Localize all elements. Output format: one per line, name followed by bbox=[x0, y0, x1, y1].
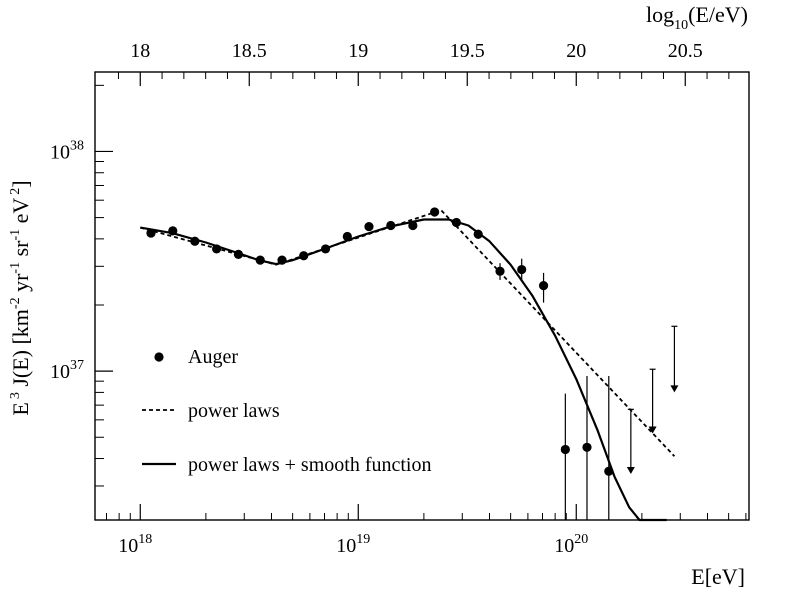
data-point bbox=[495, 266, 505, 276]
y-tick-exponent: 37 bbox=[70, 358, 84, 373]
y-title-e5: 2 bbox=[8, 188, 23, 195]
top-tick-label: 19 bbox=[348, 40, 368, 62]
x-tick-label: 1019 bbox=[336, 532, 370, 557]
data-point bbox=[277, 255, 287, 265]
upper-limit-arrow bbox=[648, 426, 657, 434]
data-point bbox=[190, 236, 200, 246]
data-point bbox=[517, 264, 527, 275]
data-point bbox=[538, 281, 549, 291]
legend-label-power-laws: power laws bbox=[188, 400, 280, 422]
y-title-mid2: yr bbox=[8, 273, 33, 298]
top-tick-label: 18.5 bbox=[232, 40, 267, 62]
top-tick-label: 20 bbox=[566, 40, 586, 62]
y-tick-label: 1038 bbox=[50, 138, 84, 163]
data-point bbox=[430, 207, 440, 217]
legend-marker-auger bbox=[154, 352, 164, 362]
top-axis-title: log10(E/eV) bbox=[646, 2, 748, 33]
x-tick-exponent: 18 bbox=[138, 532, 152, 547]
x-tick-exponent: 20 bbox=[574, 532, 588, 547]
data-point bbox=[582, 442, 592, 452]
y-title-mid3: sr bbox=[8, 240, 33, 262]
top-tick-label: 18 bbox=[130, 40, 150, 62]
x-tick-label: 1018 bbox=[118, 532, 152, 557]
data-point bbox=[342, 231, 352, 242]
top-axis-title-rest: (E/eV) bbox=[688, 2, 748, 27]
data-point bbox=[255, 255, 265, 265]
y-title-pre: E bbox=[8, 402, 33, 415]
x-tick-base: 10 bbox=[118, 535, 138, 557]
data-point bbox=[473, 229, 483, 239]
data-point bbox=[233, 249, 244, 259]
data-point bbox=[212, 244, 222, 254]
y-axis-title: E3 J(E) [km-2 yr-1 sr-1 eV2] bbox=[8, 180, 33, 415]
top-axis-title-sub: 10 bbox=[674, 18, 688, 33]
model-curves bbox=[140, 209, 676, 522]
upper-limits bbox=[626, 325, 679, 475]
data-point bbox=[451, 217, 462, 228]
y-title-post: ] bbox=[8, 180, 33, 187]
data-point bbox=[386, 220, 396, 231]
data-point bbox=[168, 226, 178, 236]
y-tick-base: 10 bbox=[50, 361, 70, 383]
top-tick-label: 19.5 bbox=[450, 40, 485, 62]
upper-limit-arrow bbox=[626, 467, 635, 475]
data-point bbox=[408, 220, 418, 231]
y-tick-label: 1037 bbox=[50, 358, 84, 383]
data-point bbox=[364, 221, 374, 232]
minor-ticks bbox=[95, 72, 747, 520]
data-point bbox=[146, 228, 156, 238]
x-tick-base: 10 bbox=[554, 535, 574, 557]
y-tick-exponent: 38 bbox=[70, 138, 84, 153]
curve-power-laws-smooth bbox=[140, 218, 667, 522]
x-tick-base: 10 bbox=[336, 535, 356, 557]
y-title-e3: 3 bbox=[8, 392, 23, 399]
plot-frame bbox=[94, 71, 750, 521]
data-point bbox=[560, 444, 570, 455]
legend: Auger power laws power laws + smooth fun… bbox=[142, 346, 431, 476]
top-tick-label: 20.5 bbox=[668, 40, 703, 62]
x-tick-label: 1020 bbox=[554, 532, 588, 557]
data-point bbox=[604, 466, 614, 476]
data-points bbox=[146, 207, 614, 520]
top-axis: 18 18.5 19 19.5 20 20.5 bbox=[130, 40, 703, 86]
y-title-e4: -1 bbox=[8, 229, 23, 241]
y-title-mid4: eV bbox=[8, 198, 33, 229]
top-axis-title-log: log bbox=[646, 2, 674, 27]
data-point bbox=[299, 251, 309, 261]
y-tick-base: 10 bbox=[50, 141, 70, 163]
y-title-mid1: J(E) [km bbox=[8, 309, 33, 392]
x-axis-title: E[eV] bbox=[691, 564, 745, 589]
y-title-e2: -1 bbox=[8, 262, 23, 274]
upper-limit-arrow bbox=[670, 385, 679, 393]
legend-label-smooth: power laws + smooth function bbox=[188, 454, 431, 476]
x-tick-exponent: 19 bbox=[356, 532, 370, 547]
x-axis: 1018 1019 1020 bbox=[118, 504, 588, 557]
legend-label-auger: Auger bbox=[188, 346, 238, 368]
y-title-e1: -2 bbox=[8, 297, 23, 309]
data-point bbox=[320, 244, 331, 254]
